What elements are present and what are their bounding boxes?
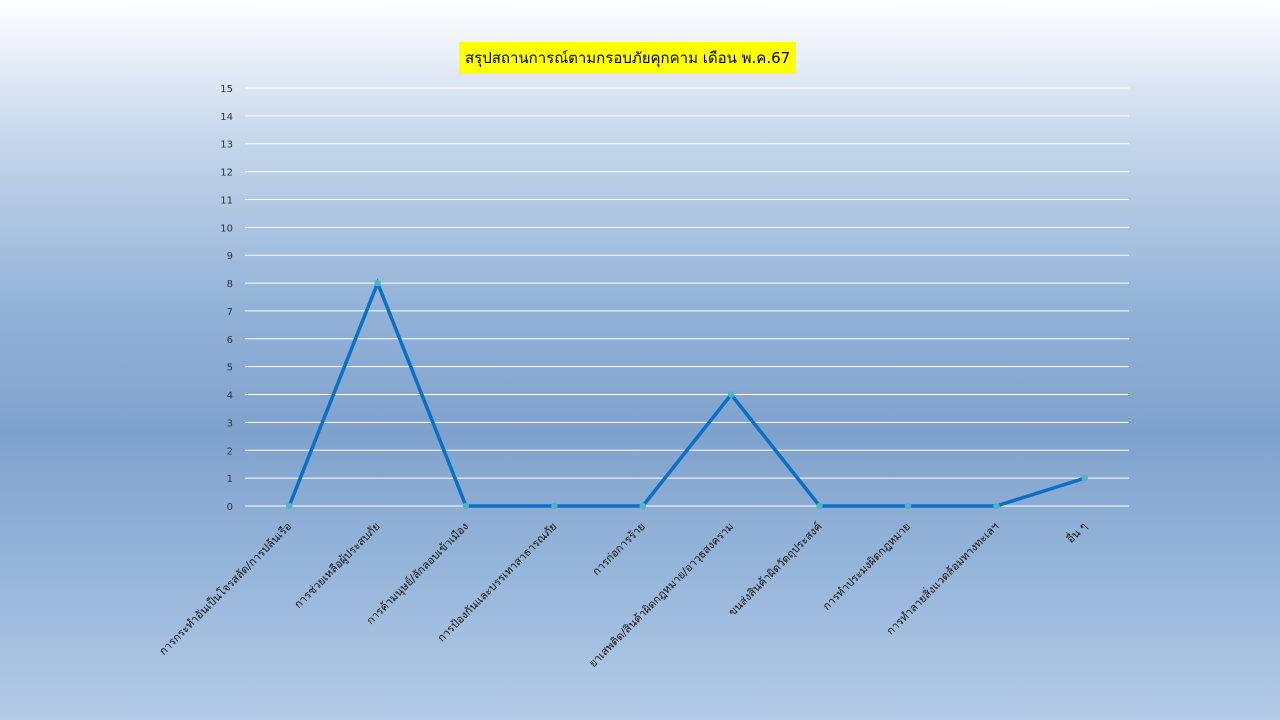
- x-tick-label: การทำประมงผิดกฎหมาย: [820, 520, 913, 613]
- data-point: [639, 502, 646, 510]
- y-tick-label: 11: [220, 195, 233, 206]
- y-tick-label: 8: [227, 279, 233, 290]
- y-tick-label: 10: [220, 223, 233, 234]
- y-tick-label: 2: [227, 446, 233, 457]
- data-point: [551, 502, 558, 510]
- data-point: [816, 502, 823, 510]
- series-line: [287, 278, 1086, 508]
- gridlines: [245, 87, 1129, 507]
- y-tick-label: 0: [227, 502, 233, 513]
- y-tick-label: 1: [227, 474, 233, 485]
- x-tick-label: ยาเสพติด/สินค้าผิดกฎหมาย/อาวุธสงคราม: [586, 520, 736, 670]
- x-tick-label: การกระทำอันเป็นโจรสลัด/การปล้นเรือ: [156, 519, 295, 658]
- x-tick-label: การช่วยเหลือผู้ประสบภัย: [292, 520, 383, 611]
- data-point: [1081, 474, 1089, 482]
- data-point: [993, 502, 1000, 510]
- data-point: [904, 502, 912, 510]
- data-point: [462, 502, 470, 510]
- x-axis-ticks: การกระทำอันเป็นโจรสลัด/การปล้นเรือการช่ว…: [156, 518, 1090, 669]
- y-tick-label: 15: [220, 84, 233, 95]
- x-tick-label: การก่อการร้าย: [590, 520, 648, 578]
- x-tick-label: ขนส่งสินค้าผิดวัตถุประสงค์: [726, 520, 825, 619]
- series-line-layer: [287, 278, 1086, 508]
- y-tick-label: 14: [220, 112, 233, 123]
- x-tick-label: การค้ามนุษย์/ลักลอบเข้าเมือง: [364, 520, 471, 627]
- y-tick-label: 12: [220, 168, 233, 179]
- series-markers: [286, 279, 1089, 510]
- y-tick-label: 6: [227, 335, 233, 346]
- y-tick-label: 5: [227, 363, 233, 374]
- x-tick-label: อื่น ๆ: [1063, 518, 1090, 545]
- y-tick-label: 4: [227, 391, 233, 402]
- data-point: [374, 279, 381, 287]
- data-point: [286, 502, 293, 510]
- y-tick-label: 7: [227, 307, 233, 318]
- y-tick-label: 9: [227, 251, 233, 262]
- chart-title: สรุปสถานการณ์ตามกรอบภัยคุกคาม เดือน พ.ค.…: [459, 42, 797, 74]
- y-tick-label: 3: [227, 418, 233, 429]
- y-tick-label: 13: [220, 140, 233, 151]
- data-point: [728, 391, 735, 398]
